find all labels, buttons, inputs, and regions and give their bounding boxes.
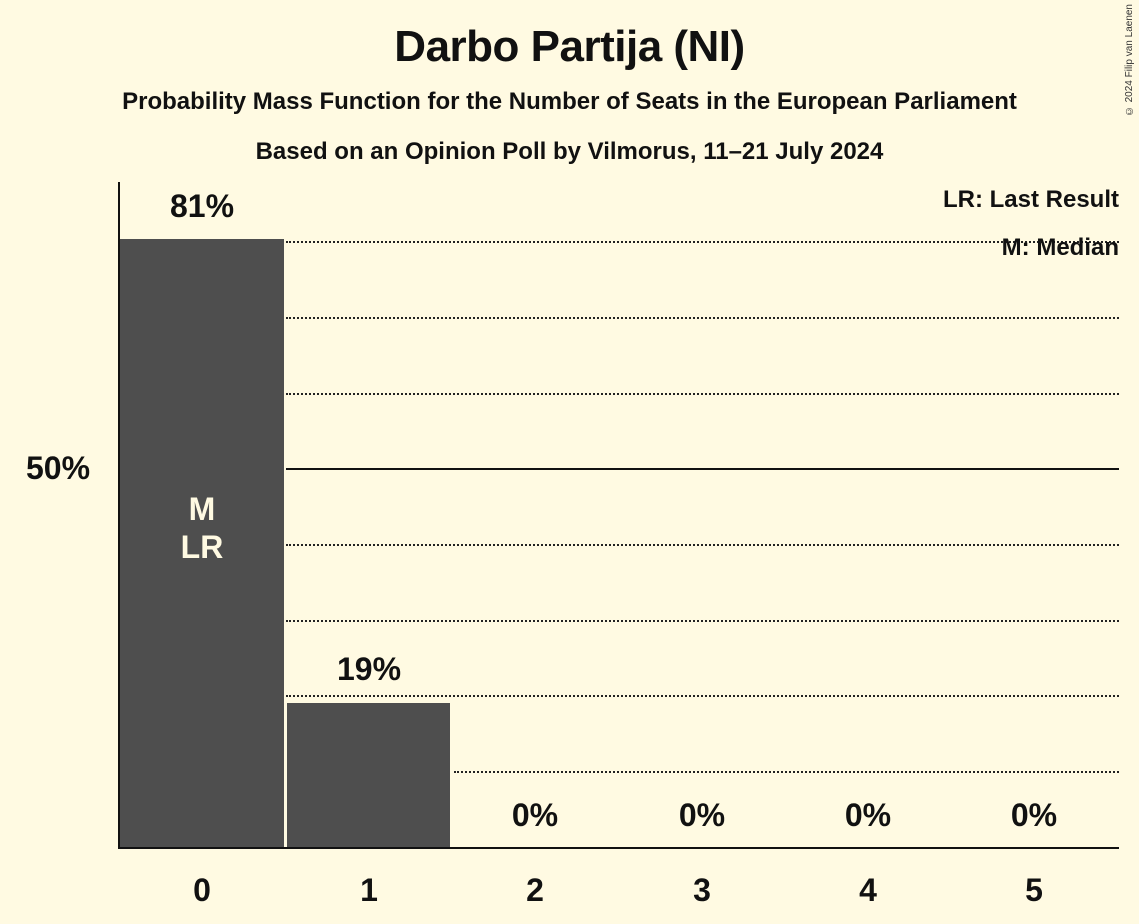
x-tick-4: 4 — [859, 872, 877, 908]
bar-label-1: 19% — [336, 651, 402, 687]
bar-1-seats — [287, 703, 450, 848]
gridline-20 — [286, 695, 1119, 697]
bar-label-0: 81% — [169, 188, 235, 224]
chart-subtitle-poll: Based on an Opinion Poll by Vilmorus, 11… — [255, 138, 884, 165]
gridline-10 — [454, 771, 1119, 773]
x-tick-0: 0 — [193, 872, 211, 908]
last-result-marker: LR — [180, 529, 224, 565]
median-marker: M — [188, 491, 216, 527]
gridline-50 — [286, 468, 1119, 470]
chart-title: Darbo Partija (NI) — [394, 22, 745, 71]
x-tick-1: 1 — [360, 872, 378, 908]
bar-label-5: 0% — [1010, 797, 1058, 833]
x-tick-3: 3 — [693, 872, 711, 908]
chart-subtitle: Probability Mass Function for the Number… — [122, 88, 1017, 115]
bar-label-4: 0% — [844, 797, 892, 833]
y-tick-label-50: 50% — [26, 450, 91, 486]
bar-label-3: 0% — [678, 797, 726, 833]
gridline-30 — [286, 620, 1119, 622]
bar-0-seats — [120, 239, 284, 848]
bar-label-2: 0% — [511, 797, 559, 833]
x-tick-5: 5 — [1025, 872, 1043, 908]
gridline-70 — [286, 317, 1119, 319]
y-axis — [118, 182, 120, 849]
gridline-80 — [286, 241, 1119, 243]
x-axis — [118, 847, 1119, 849]
gridline-60 — [286, 393, 1119, 395]
x-tick-2: 2 — [526, 872, 544, 908]
copyright: © 2024 Filip van Laenen — [1124, 4, 1135, 117]
legend-last-result: LR: Last Result — [942, 186, 1119, 213]
gridline-40 — [286, 544, 1119, 546]
legend-median: M: Median — [1001, 234, 1119, 261]
